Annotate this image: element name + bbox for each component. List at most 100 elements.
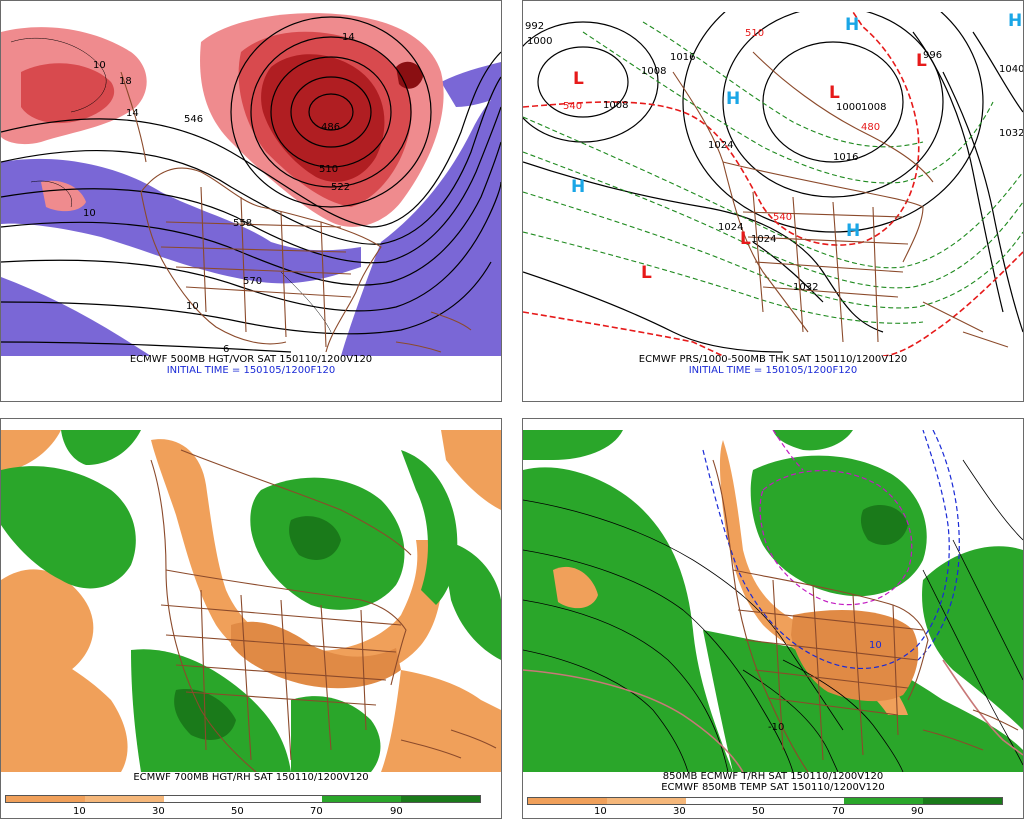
map-500mb-vorticity: 546 558 570 486 510 522 10 14 18 10 10 1… [1,12,501,356]
thickness-label: 480 [861,122,880,133]
colorbar-segment [528,798,607,804]
isobar-label: 1024 [718,222,743,233]
colorbar-segment [164,796,243,802]
isobar-label: 1000 [527,36,552,47]
isobar-label: 1024 [751,234,776,245]
colorbar-segment [85,796,164,802]
moist-region [523,430,623,460]
rh-colorbar [527,797,1003,805]
map-700mb-rh [1,430,501,772]
isobar-label: 1008 [603,100,628,111]
moist-region [922,546,1023,730]
panel-caption-init-time: INITIAL TIME = 150105/1200F120 [166,365,336,376]
negative-vort-region [341,92,501,356]
low-pressure-marker: L [916,51,927,71]
panel-caption-title: 850MB ECMWF T/RH SAT 150110/1200V120 [662,771,884,782]
contour-label: 546 [184,114,203,125]
panel-frame-500mb [0,0,502,402]
thickness-label: 540 [773,212,792,223]
contour-label: 6 [223,344,229,355]
isobar-label: 992 [525,21,544,32]
colorbar-tick: 10 [594,806,607,817]
isobar-label: 1024 [708,140,733,151]
high-pressure-marker: H [726,89,740,109]
isobar-label: 1040 [999,64,1023,75]
negative-vort-region [441,62,501,107]
thickness-label: 540 [563,101,582,112]
colorbar-tick: 30 [673,806,686,817]
positive-vort-region [261,54,385,182]
colorbar-segment [686,798,765,804]
contour-label: 14 [342,32,355,43]
high-pressure-marker: H [846,221,860,241]
colorbar-tick: 90 [390,806,403,817]
isobar-label: 1016 [670,52,695,63]
moist-region [523,467,733,772]
moist-region [401,450,458,605]
positive-vort-region [41,180,86,212]
colorbar-segment [243,796,322,802]
panel-caption-init-time: INITIAL TIME = 150105/1200F120 [688,365,858,376]
dry-region [441,430,501,510]
colorbar-tick: 50 [231,806,244,817]
moist-region [750,455,927,597]
colorbar-segment [765,798,844,804]
panel-caption-title: ECMWF 500MB HGT/VOR SAT 150110/1200V120 [129,354,373,365]
isobar-label: 996 [923,50,942,61]
colorbar-tick: 70 [832,806,845,817]
low-pressure-marker: L [829,83,840,103]
colorbar-segment [607,798,686,804]
panel-pressure-thickness: H H H H H L L L L L 992 1000 1008 1016 1… [523,12,1023,356]
positive-vort-region [396,61,423,89]
moist-region [860,505,908,545]
colorbar-tick: 10 [73,806,86,817]
colorbar-tick: 50 [752,806,765,817]
colorbar-tick: 30 [152,806,165,817]
low-pressure-marker: L [573,69,584,89]
panel-caption-title: ECMWF 700MB HGT/RH SAT 150110/1200V120 [133,772,369,783]
colorbar-segment [844,798,923,804]
rh-colorbar [5,795,481,803]
high-pressure-marker: H [571,177,585,197]
isobar-label: 1008 [641,66,666,77]
panel-caption-title: ECMWF PRS/1000-500MB THK SAT 150110/1200… [638,354,908,365]
panel-850mb-temp-rh: -10 10 [523,430,1023,772]
negative-vort-region [1,277,151,356]
contour-label: 570 [243,276,262,287]
high-pressure-marker: H [1008,12,1022,31]
contour-label: 558 [233,218,252,229]
moist-region [703,630,1023,772]
colorbar-segment [322,796,401,802]
contour-label: 510 [319,164,338,175]
panel-500mb-vorticity: 546 558 570 486 510 522 10 14 18 10 10 1… [1,12,501,356]
dry-region [553,566,598,609]
colorbar-segment [6,796,85,802]
dry-region [1,430,61,470]
thickness-label: 510 [745,28,764,39]
contour-label: 486 [321,122,340,133]
contour-label: 18 [119,76,132,87]
contour-label: 10 [83,208,96,219]
contour-label: 10 [93,60,106,71]
isotherm-label: -10 [768,722,784,733]
colorbar-segment [401,796,480,802]
colorbar-tick: 70 [310,806,323,817]
moist-region [773,430,853,451]
moist-region [441,540,501,660]
isotherm-label: 10 [869,640,882,651]
map-850mb-temp-rh: -10 10 [523,430,1023,772]
isobar-label: 1032 [793,282,818,293]
negative-vort-region [1,158,361,284]
isobar-label: 1032 [999,128,1023,139]
low-pressure-marker: L [740,229,751,249]
colorbar-tick: 90 [911,806,924,817]
contour-label: 10 [186,301,199,312]
positive-vort-region [21,63,115,124]
low-pressure-marker: L [641,263,652,283]
isobar-label: 1000 [836,102,861,113]
contour-label: 522 [331,182,350,193]
panel-caption-subtitle: ECMWF 850MB TEMP SAT 150110/1200V120 [661,782,885,793]
moist-region [289,516,341,560]
isobar-label: 1008 [861,102,886,113]
dry-region [381,670,501,772]
